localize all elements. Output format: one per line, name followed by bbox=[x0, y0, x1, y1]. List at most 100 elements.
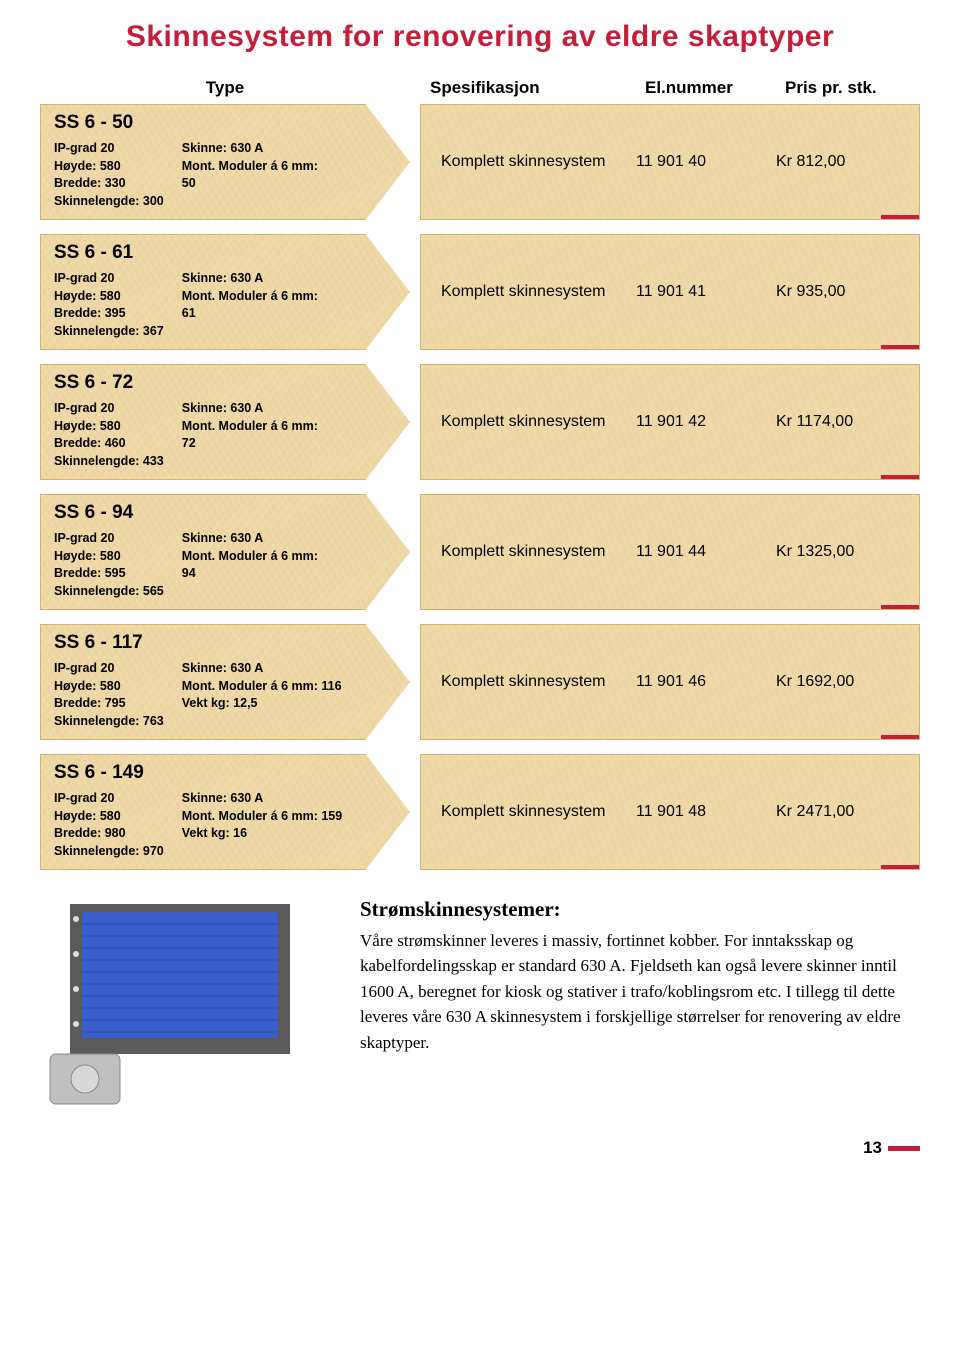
red-accent-bar bbox=[881, 345, 919, 349]
spec-line: Høyde: 580 bbox=[54, 548, 164, 566]
type-arrow-box: SS 6 - 50IP-grad 20Høyde: 580Bredde: 330… bbox=[40, 104, 410, 220]
cell-num: 11 901 46 bbox=[636, 673, 776, 691]
spec-line: 61 bbox=[182, 305, 318, 323]
cell-price: Kr 935,00 bbox=[776, 283, 911, 301]
red-accent-bar bbox=[881, 215, 919, 219]
page-number-bar bbox=[888, 1146, 920, 1151]
spec-line: Mont. Moduler á 6 mm: bbox=[182, 418, 318, 436]
cell-num: 11 901 44 bbox=[636, 543, 776, 561]
spec-line: Skinnelengde: 970 bbox=[54, 843, 164, 861]
spec-line: Skinnelengde: 367 bbox=[54, 323, 164, 341]
cell-num: 11 901 42 bbox=[636, 413, 776, 431]
spec-line: Bredde: 460 bbox=[54, 435, 164, 453]
spec-right-col: Skinne: 630 AMont. Moduler á 6 mm: 159Ve… bbox=[182, 790, 342, 860]
cell-num: 11 901 40 bbox=[636, 153, 776, 171]
spec-line: Mont. Moduler á 6 mm: bbox=[182, 158, 318, 176]
spec-line: IP-grad 20 bbox=[54, 140, 164, 158]
spec-left-col: IP-grad 20Høyde: 580Bredde: 595Skinnelen… bbox=[54, 530, 164, 600]
spec-line: Skinne: 630 A bbox=[182, 530, 318, 548]
spec-line: Høyde: 580 bbox=[54, 678, 164, 696]
spec-line: Mont. Moduler á 6 mm: bbox=[182, 288, 318, 306]
spec-line: Skinnelengde: 763 bbox=[54, 713, 164, 731]
cell-spec: Komplett skinnesystem bbox=[421, 153, 636, 171]
page-number-value: 13 bbox=[863, 1138, 882, 1158]
cell-price: Kr 2471,00 bbox=[776, 803, 911, 821]
cell-num: 11 901 48 bbox=[636, 803, 776, 821]
cell-spec: Komplett skinnesystem bbox=[421, 283, 636, 301]
spec-line: IP-grad 20 bbox=[54, 790, 164, 808]
spec-line: Bredde: 395 bbox=[54, 305, 164, 323]
model-label: SS 6 - 94 bbox=[54, 502, 396, 524]
cell-price: Kr 1325,00 bbox=[776, 543, 911, 561]
page-title: Skinnesystem for renovering av eldre ska… bbox=[40, 20, 920, 54]
spec-line: Bredde: 330 bbox=[54, 175, 164, 193]
spec-left-col: IP-grad 20Høyde: 580Bredde: 460Skinnelen… bbox=[54, 400, 164, 470]
description-body: Våre strømskinner leveres i massiv, fort… bbox=[360, 928, 920, 1056]
spec-line: Mont. Moduler á 6 mm: 116 bbox=[182, 678, 342, 696]
bottom-section: Strømskinnesystemer: Våre strømskinner l… bbox=[40, 894, 920, 1114]
spec-line: IP-grad 20 bbox=[54, 660, 164, 678]
column-headers: Type Spesifikasjon El.nummer Pris pr. st… bbox=[40, 78, 920, 98]
info-box: Komplett skinnesystem11 901 48Kr 2471,00 bbox=[420, 754, 920, 870]
spec-line: Bredde: 595 bbox=[54, 565, 164, 583]
description-block: Strømskinnesystemer: Våre strømskinner l… bbox=[360, 894, 920, 1055]
model-label: SS 6 - 117 bbox=[54, 632, 396, 654]
product-row: SS 6 - 149 IP-grad 20Høyde: 580Bredde: 98… bbox=[40, 754, 920, 870]
spec-line: Mont. Moduler á 6 mm: 159 bbox=[182, 808, 342, 826]
spec-line: Bredde: 980 bbox=[54, 825, 164, 843]
cell-spec: Komplett skinnesystem bbox=[421, 673, 636, 691]
model-label: SS 6 - 72 bbox=[54, 372, 396, 394]
red-accent-bar bbox=[881, 865, 919, 869]
spec-right-col: Skinne: 630 AMont. Moduler á 6 mm:94 bbox=[182, 530, 318, 600]
spec-left-col: IP-grad 20Høyde: 580Bredde: 980Skinnelen… bbox=[54, 790, 164, 860]
info-box: Komplett skinnesystem11 901 44Kr 1325,00 bbox=[420, 494, 920, 610]
header-type: Type bbox=[40, 78, 410, 98]
red-accent-bar bbox=[881, 605, 919, 609]
model-label: SS 6 - 149 bbox=[54, 762, 396, 784]
spec-line: IP-grad 20 bbox=[54, 530, 164, 548]
spec-right-col: Skinne: 630 AMont. Moduler á 6 mm:61 bbox=[182, 270, 318, 340]
cell-num: 11 901 41 bbox=[636, 283, 776, 301]
spec-line: Skinne: 630 A bbox=[182, 660, 342, 678]
header-spec: Spesifikasjon bbox=[410, 78, 645, 98]
model-label: SS 6 - 61 bbox=[54, 242, 396, 264]
rows-container: SS 6 - 50IP-grad 20Høyde: 580Bredde: 330… bbox=[40, 104, 920, 870]
spec-line: Skinne: 630 A bbox=[182, 270, 318, 288]
spec-left-col: IP-grad 20Høyde: 580Bredde: 330Skinnelen… bbox=[54, 140, 164, 210]
spec-line: 94 bbox=[182, 565, 318, 583]
spec-line: Skinnelengde: 565 bbox=[54, 583, 164, 601]
spec-line: Høyde: 580 bbox=[54, 158, 164, 176]
spec-line: Skinne: 630 A bbox=[182, 790, 342, 808]
spec-line: Mont. Moduler á 6 mm: bbox=[182, 548, 318, 566]
spec-line: Bredde: 795 bbox=[54, 695, 164, 713]
cell-spec: Komplett skinnesystem bbox=[421, 413, 636, 431]
spec-right-col: Skinne: 630 AMont. Moduler á 6 mm:72 bbox=[182, 400, 318, 470]
cell-spec: Komplett skinnesystem bbox=[421, 543, 636, 561]
cell-spec: Komplett skinnesystem bbox=[421, 803, 636, 821]
header-price: Pris pr. stk. bbox=[785, 78, 920, 98]
red-accent-bar bbox=[881, 475, 919, 479]
info-box: Komplett skinnesystem11 901 40Kr 812,00 bbox=[420, 104, 920, 220]
spec-line: 50 bbox=[182, 175, 318, 193]
spec-line: Skinne: 630 A bbox=[182, 140, 318, 158]
spec-line: Høyde: 580 bbox=[54, 808, 164, 826]
info-box: Komplett skinnesystem11 901 46Kr 1692,00 bbox=[420, 624, 920, 740]
spec-line: Skinnelengde: 300 bbox=[54, 193, 164, 211]
cell-price: Kr 1692,00 bbox=[776, 673, 911, 691]
spec-line: Høyde: 580 bbox=[54, 418, 164, 436]
type-arrow-box: SS 6 - 61 IP-grad 20Høyde: 580Bredde: 395… bbox=[40, 234, 410, 350]
spec-line: IP-grad 20 bbox=[54, 400, 164, 418]
spec-line: Høyde: 580 bbox=[54, 288, 164, 306]
product-image bbox=[40, 894, 340, 1114]
info-box: Komplett skinnesystem11 901 41Kr 935,00 bbox=[420, 234, 920, 350]
product-row: SS 6 - 117 IP-grad 20Høyde: 580Bredde: 79… bbox=[40, 624, 920, 740]
spec-left-col: IP-grad 20Høyde: 580Bredde: 395Skinnelen… bbox=[54, 270, 164, 340]
spec-left-col: IP-grad 20Høyde: 580Bredde: 795Skinnelen… bbox=[54, 660, 164, 730]
spec-line: Vekt kg: 16 bbox=[182, 825, 342, 843]
product-row: SS 6 - 94 IP-grad 20Høyde: 580Bredde: 595… bbox=[40, 494, 920, 610]
info-box: Komplett skinnesystem11 901 42Kr 1174,00 bbox=[420, 364, 920, 480]
cell-price: Kr 1174,00 bbox=[776, 413, 911, 431]
spec-line: IP-grad 20 bbox=[54, 270, 164, 288]
header-num: El.nummer bbox=[645, 78, 785, 98]
spec-line: Skinne: 630 A bbox=[182, 400, 318, 418]
